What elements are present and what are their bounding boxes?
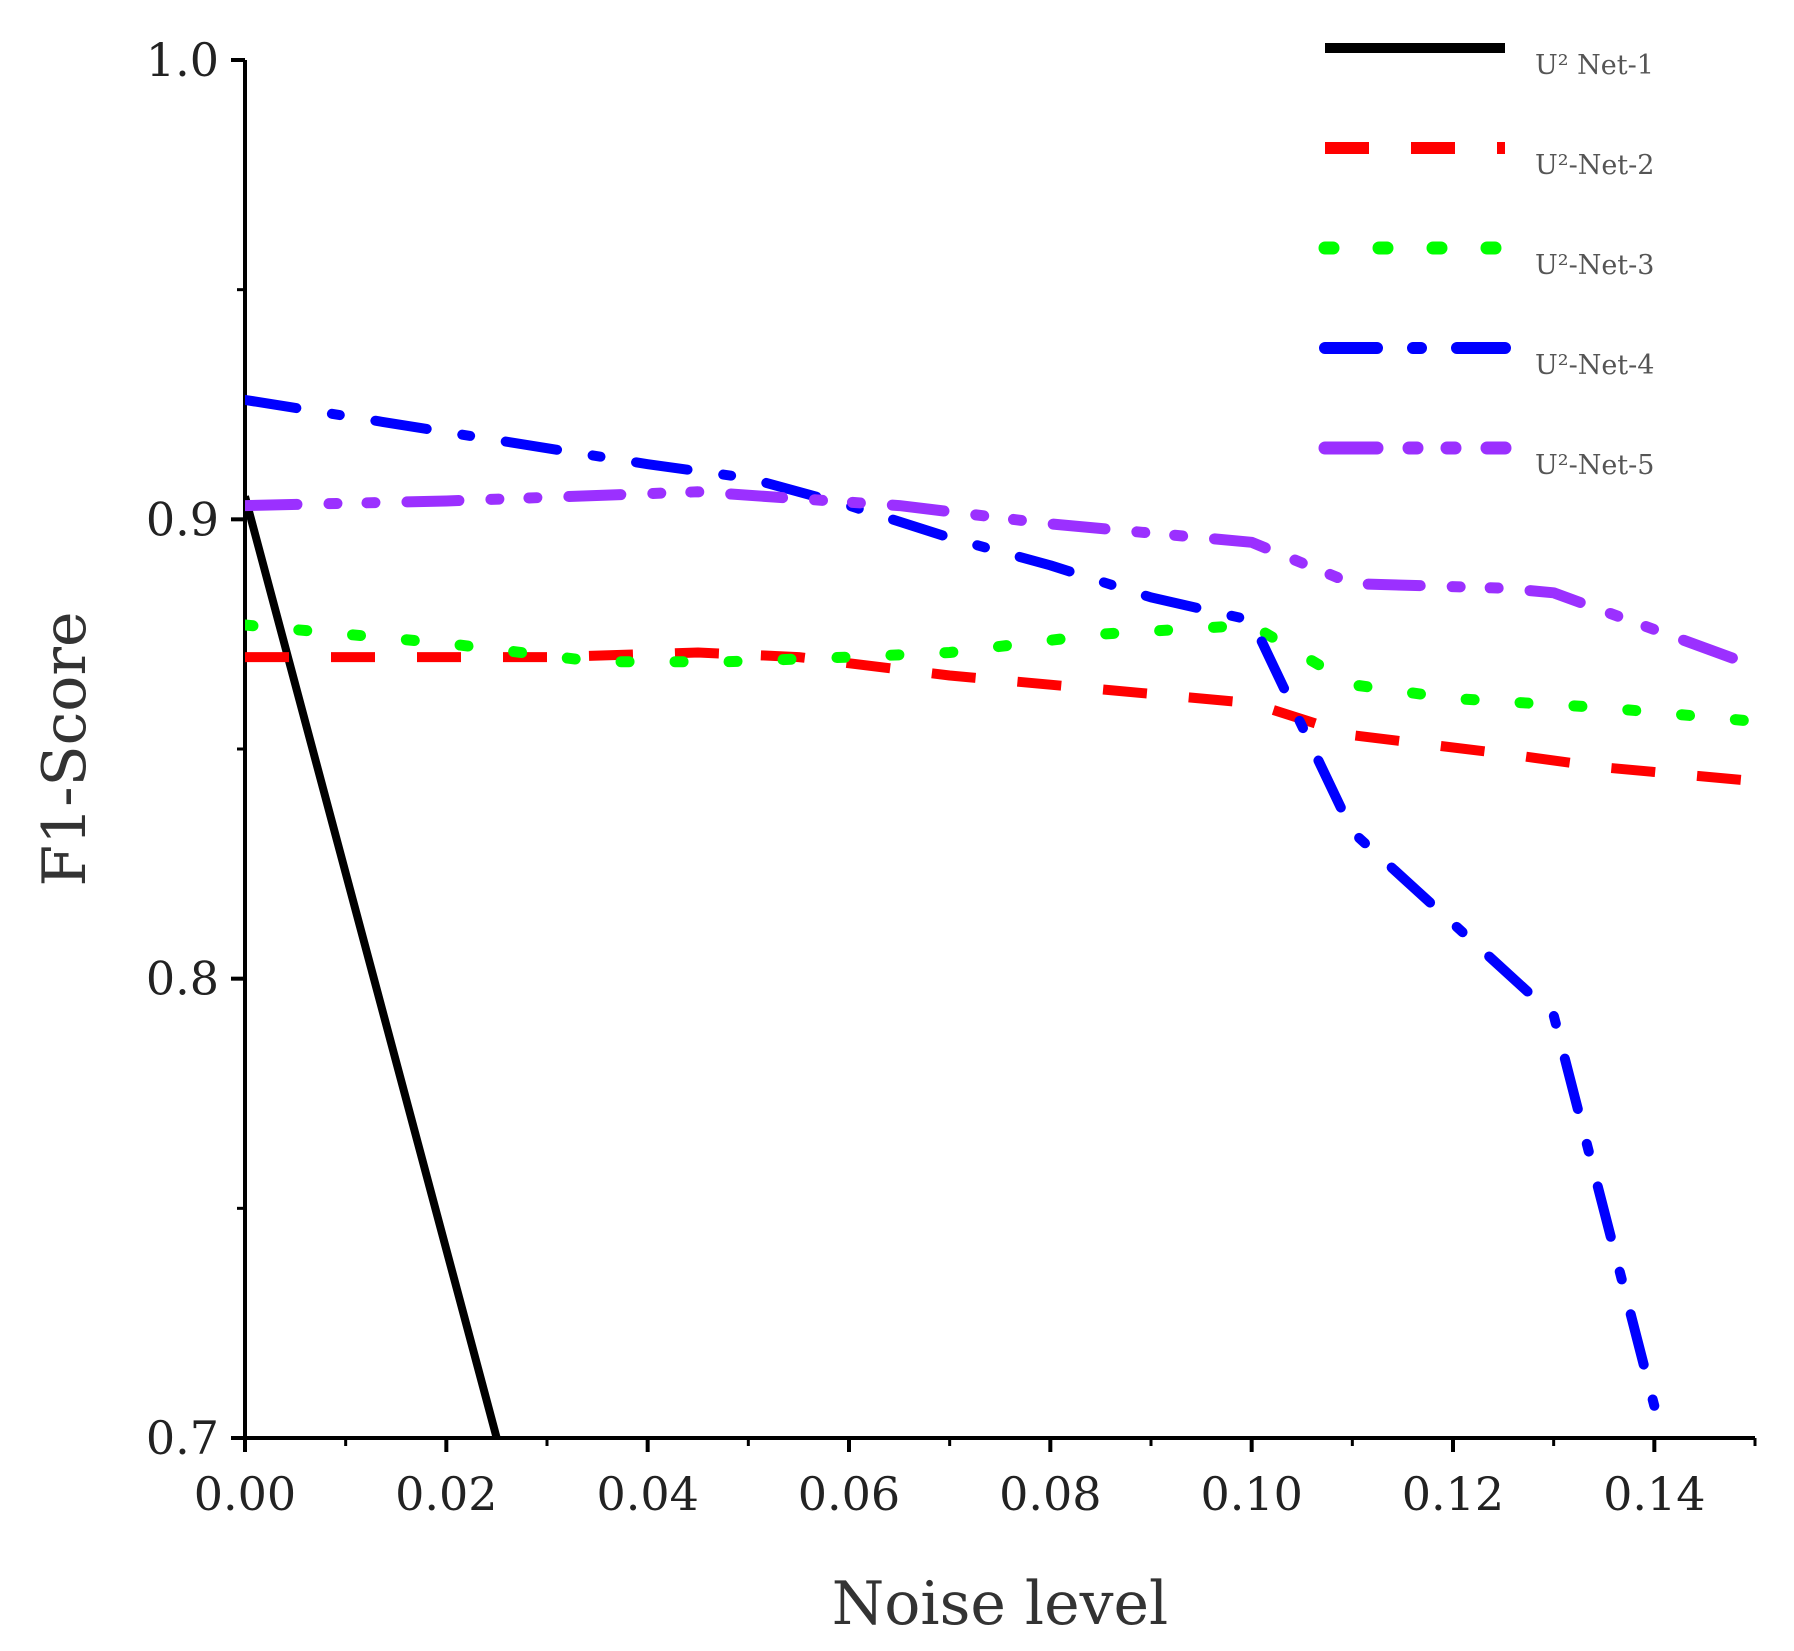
legend-label-1: U² Net-1	[1535, 50, 1654, 81]
x-tick-label: 0.00	[194, 1467, 296, 1521]
x-axis-title: Noise level	[832, 1569, 1168, 1639]
legend-label-5: U²-Net-5	[1535, 450, 1654, 481]
axes: 0.7 0.8 0.9 1.0 0.00 0.02 0.04 0.06 0.08 0.10 0.12…	[146, 33, 1757, 1521]
y-tick-label: 0.9	[146, 492, 219, 546]
series-line-4	[245, 394, 1660, 1411]
y-tick-label: 1.0	[146, 33, 219, 87]
x-tick-label: 0.14	[1603, 1467, 1705, 1521]
x-tick-label: 0.02	[395, 1467, 497, 1521]
legend: U² Net-1 U²-Net-2 U²-Net-3 U²-Net-4 U²-Net-5	[1318, 43, 1654, 481]
legend-label-4: U²-Net-4	[1535, 350, 1654, 381]
x-tick-label: 0.04	[596, 1467, 698, 1521]
series-line-2	[245, 647, 1756, 787]
legend-label-2: U²-Net-2	[1535, 150, 1654, 181]
series-line-1	[245, 495, 501, 1438]
series-line-3	[245, 619, 1761, 727]
x-tick-label: 0.12	[1402, 1467, 1504, 1521]
series-group	[245, 394, 1761, 1438]
y-tick-label: 0.8	[146, 952, 219, 1006]
y-tick-label: 0.7	[146, 1411, 219, 1465]
x-tick-label: 0.06	[798, 1467, 900, 1521]
legend-label-3: U²-Net-3	[1535, 250, 1654, 281]
y-axis-title: F1-Score	[30, 611, 100, 886]
x-tick-label: 0.10	[1200, 1467, 1302, 1521]
series-line-5	[245, 486, 1761, 672]
x-tick-label: 0.08	[999, 1467, 1101, 1521]
